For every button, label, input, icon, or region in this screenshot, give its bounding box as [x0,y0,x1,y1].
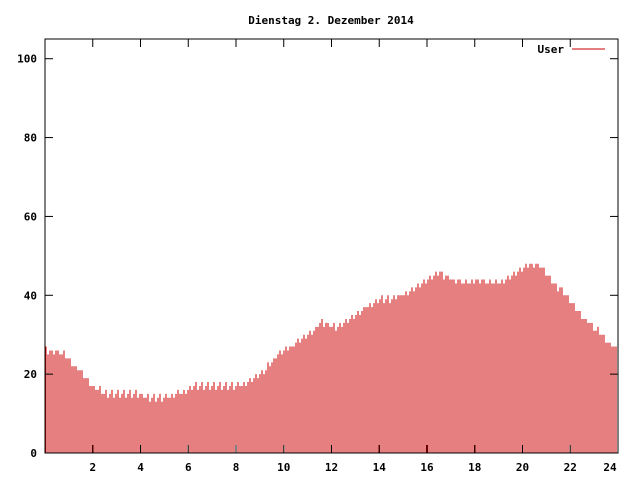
y-tick-label: 40 [24,289,37,302]
bars-layer [45,263,617,453]
x-tick-label: 22 [564,461,577,474]
x-tick-label: 8 [233,461,240,474]
x-tick-label: 6 [185,461,192,474]
x-tick-label: 4 [137,461,144,474]
x-tick-label: 24 [603,461,617,474]
y-tick-label: 60 [24,210,37,223]
x-tick-label: 18 [468,461,481,474]
x-tick-label: 20 [516,461,529,474]
y-tick-label: 80 [24,132,37,145]
x-tick-label: 2 [89,461,96,474]
y-tick-label: 0 [30,447,37,460]
y-tick-label: 100 [17,53,37,66]
x-tick-label: 14 [373,461,387,474]
y-tick-label: 20 [24,368,37,381]
x-tick-label: 12 [325,461,338,474]
legend-label-user: User [538,43,565,56]
x-tick-label: 10 [277,461,290,474]
x-tick-label: 16 [420,461,434,474]
legend: User [538,43,605,56]
chart-title: Dienstag 2. Dezember 2014 [248,14,414,27]
